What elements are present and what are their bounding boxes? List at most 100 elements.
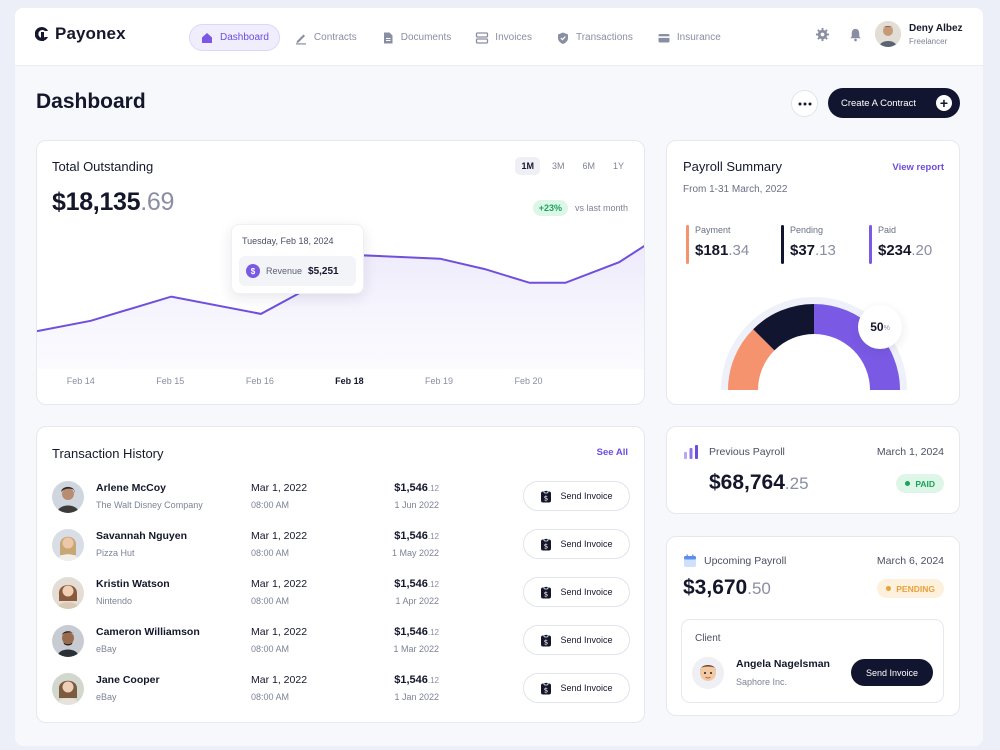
outstanding-title: Total Outstanding <box>52 159 154 174</box>
top-nav-bar: Payonex Dashboard Contracts Documents In… <box>15 8 983 66</box>
tx-name: Kristin Watson <box>96 578 170 590</box>
tx-due-date: 1 Apr 2022 <box>395 596 439 606</box>
send-invoice-button[interactable]: $ Send Invoice <box>523 481 630 511</box>
more-options-button[interactable] <box>791 90 818 117</box>
brand[interactable]: Payonex <box>35 24 126 44</box>
amount-main: $68,764 <box>709 471 785 494</box>
x-tick-label: Feb 16 <box>245 376 274 386</box>
send-invoice-button[interactable]: $ Send Invoice <box>523 625 630 655</box>
bell-icon[interactable] <box>848 27 863 42</box>
upcoming-payroll-card: Upcoming Payroll March 6, 2024 $3,670.50… <box>666 536 960 716</box>
status-dot <box>886 586 892 591</box>
range-6m[interactable]: 6M <box>582 161 595 171</box>
top-actions <box>815 27 863 42</box>
stat-pending: Pending $37.13 <box>781 225 836 264</box>
range-3m[interactable]: 3M <box>551 161 565 171</box>
donut-percent-unit: % <box>883 325 890 332</box>
nav-contracts[interactable]: Contracts <box>284 24 367 51</box>
stat-bar <box>686 225 689 264</box>
tx-name: Savannah Nguyen <box>96 530 188 542</box>
avatar <box>52 481 84 513</box>
send-invoice-button[interactable]: $ Send Invoice <box>523 577 630 607</box>
invoice-icon <box>476 31 489 44</box>
status-dot <box>905 481 911 486</box>
status-badge: PENDING <box>877 579 944 598</box>
svg-text:$: $ <box>544 494 548 502</box>
tx-amount: $1,546.12 <box>352 626 439 638</box>
nav-invoices[interactable]: Invoices <box>465 24 542 51</box>
amount-cents: .25 <box>784 474 809 493</box>
table-row: Savannah Nguyen Pizza Hut Mar 1, 2022 08… <box>52 525 630 565</box>
svg-text:$: $ <box>544 590 548 598</box>
stat-main: $181 <box>695 242 729 259</box>
send-invoice-button[interactable]: $ Send Invoice <box>523 673 630 703</box>
nav-dashboard[interactable]: Dashboard <box>189 24 280 51</box>
stat-value: $234.20 <box>878 242 932 259</box>
table-row: Kristin Watson Nintendo Mar 1, 2022 08:0… <box>52 573 630 613</box>
x-tick-label: Feb 20 <box>514 376 543 386</box>
send-invoice-button[interactable]: $ Send Invoice <box>523 529 630 559</box>
pen-icon <box>295 34 306 44</box>
delta-badge: +23% <box>532 200 568 216</box>
nav-transactions[interactable]: Transactions <box>546 24 643 51</box>
delta-indicator: +23% vs last month <box>532 200 628 216</box>
brand-name: Payonex <box>55 24 126 43</box>
x-tick-label: Feb 14 <box>66 376 95 386</box>
svg-text:$: $ <box>544 542 548 550</box>
range-1m[interactable]: 1M <box>515 157 540 175</box>
tooltip-date: Tuesday, Feb 18, 2024 <box>242 236 334 246</box>
stat-payment: Payment $181.34 <box>686 225 749 264</box>
send-invoice-label: Send Invoice <box>560 491 613 501</box>
tx-date: Mar 1, 2022 <box>251 626 308 638</box>
amount-cents: .69 <box>140 188 175 216</box>
stat-value: $37.13 <box>790 242 836 259</box>
nav-label: Transactions <box>575 32 633 43</box>
tx-name: Jane Cooper <box>96 674 160 686</box>
x-tick-label: Feb 15 <box>156 376 185 386</box>
tooltip-value: $5,251 <box>308 265 339 277</box>
donut-percent: 50 <box>870 320 884 334</box>
user-role: Freelancer <box>909 36 948 46</box>
tooltip-value-row: $ Revenue $5,251 <box>239 256 356 286</box>
create-contract-button[interactable]: Create A Contract + <box>828 88 960 118</box>
status-badge: PAID <box>896 474 944 493</box>
tx-company: eBay <box>96 692 117 702</box>
range-1y[interactable]: 1Y <box>612 161 624 171</box>
nav-label: Invoices <box>495 32 532 43</box>
stat-cents: .20 <box>911 242 933 259</box>
send-invoice-label: Send Invoice <box>560 539 613 549</box>
tx-time: 08:00 AM <box>251 500 290 510</box>
client-label: Client <box>695 633 721 644</box>
gear-icon[interactable] <box>815 27 830 42</box>
tx-amount-main: $1,546 <box>394 674 428 686</box>
avatar <box>52 673 84 705</box>
tx-date: Mar 1, 2022 <box>251 482 308 494</box>
client-company: Saphore Inc. <box>736 677 788 687</box>
table-row: Cameron Williamson eBay Mar 1, 2022 08:0… <box>52 621 630 661</box>
document-icon <box>383 32 393 43</box>
nav-insurance[interactable]: Insurance <box>647 24 731 51</box>
table-row: Arlene McCoy The Walt Disney Company Mar… <box>52 477 630 517</box>
see-all-link[interactable]: See All <box>596 447 628 458</box>
svg-text:$: $ <box>544 686 548 694</box>
send-invoice-label: Send Invoice <box>560 587 613 597</box>
view-report-link[interactable]: View report <box>892 162 944 173</box>
dollar-coin-icon: $ <box>246 264 260 278</box>
client-send-invoice-button[interactable]: Send Invoice <box>851 659 933 686</box>
user-menu[interactable]: Deny Albez Freelancer <box>875 21 963 47</box>
tx-amount: $1,546.12 <box>352 482 439 494</box>
send-invoice-label: Send Invoice <box>560 635 613 645</box>
plus-icon: + <box>936 95 952 111</box>
tx-amount-main: $1,546 <box>394 578 428 590</box>
previous-payroll-date: March 1, 2024 <box>876 446 944 458</box>
calendar-icon <box>684 554 696 567</box>
tx-amount-main: $1,546 <box>394 626 428 638</box>
user-avatar-image <box>875 21 901 47</box>
nav-documents[interactable]: Documents <box>371 24 462 51</box>
amount-cents: .50 <box>747 579 771 598</box>
tx-company: eBay <box>96 644 117 654</box>
invoice-clip-icon: $ <box>541 537 552 550</box>
tx-amount: $1,546.12 <box>352 530 439 542</box>
avatar <box>52 625 84 657</box>
avatar <box>52 577 84 609</box>
